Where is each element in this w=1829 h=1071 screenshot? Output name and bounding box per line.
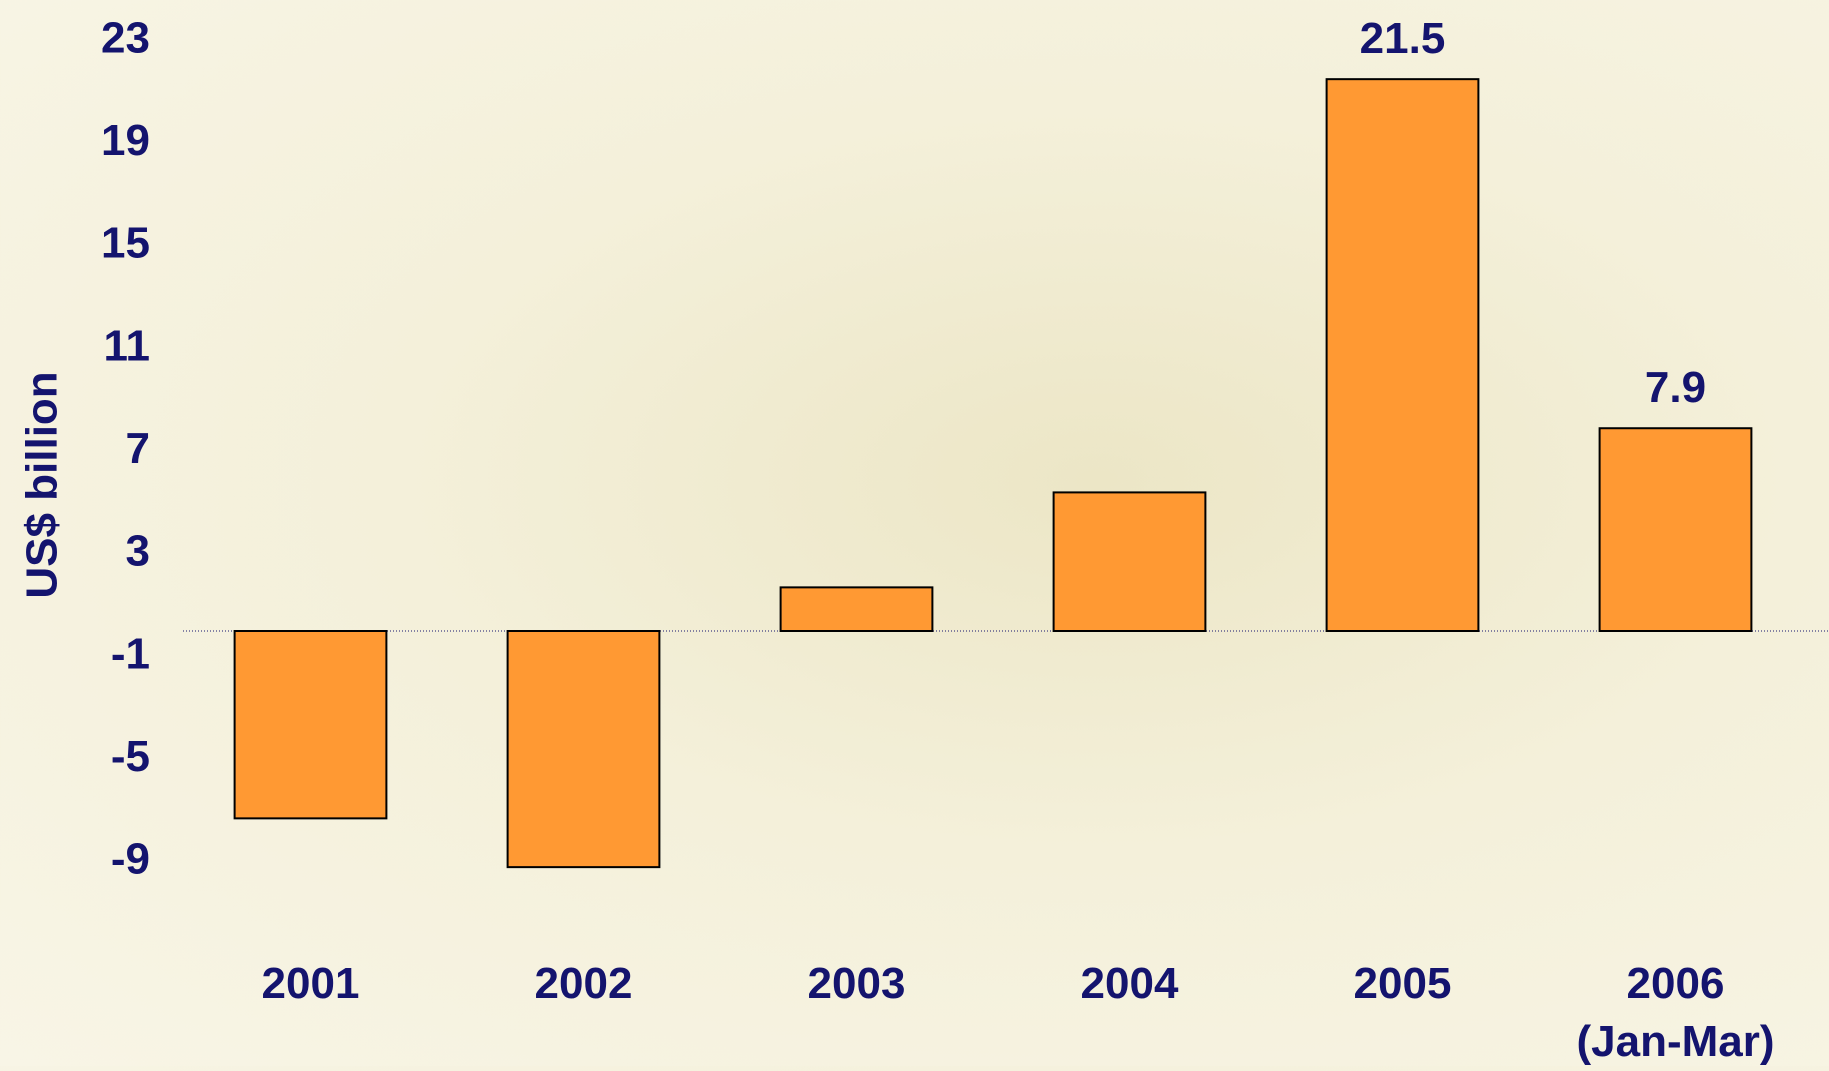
x-tick-label: 2004 [1030, 955, 1230, 1013]
bar [1054, 492, 1206, 631]
x-tick-label: 2001 [211, 955, 411, 1013]
y-tick-label: 19 [101, 116, 150, 165]
y-tick-label: -9 [111, 835, 150, 884]
y-tick-label: 3 [126, 527, 150, 576]
bar [1600, 428, 1752, 631]
y-axis-label: US$ billion [18, 371, 67, 598]
data-label: 7.9 [1645, 363, 1706, 412]
bar [1327, 79, 1479, 631]
y-tick-label: 23 [101, 13, 150, 62]
page: US$ billion 2319151173-1-5-921.57.9 (() … [0, 0, 1829, 1066]
bar [781, 587, 933, 631]
y-tick-label: -1 [111, 629, 150, 678]
x-tick-label: 2002 [484, 955, 684, 1013]
bar [235, 631, 387, 818]
x-tick-label: 2005 [1303, 955, 1503, 1013]
y-tick-label: 15 [101, 219, 150, 268]
x-tick-label: 2003 [757, 955, 957, 1013]
y-tick-label: 11 [103, 321, 150, 370]
chart: US$ billion 23 19 15 11 7 3 -1 -5 -9 21.5 7.9 [0, 0, 1829, 1066]
y-tick-label: -5 [111, 732, 150, 781]
bar [508, 631, 660, 867]
data-label: 21.5 [1360, 14, 1446, 63]
x-tick-label: 2006 (Jan-Mar) [1576, 955, 1776, 1071]
y-tick-label: 7 [126, 424, 150, 473]
